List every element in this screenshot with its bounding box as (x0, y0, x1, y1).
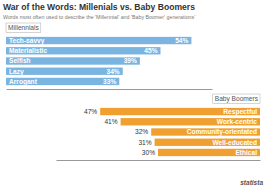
bar (6, 47, 161, 54)
data-label: 47% (84, 108, 97, 115)
category-label: Respectful (223, 108, 257, 116)
category-label: Tech-savvy (9, 37, 45, 45)
data-label: 31% (138, 139, 151, 146)
bars (6, 37, 191, 85)
bar (6, 57, 140, 64)
bars (100, 108, 260, 156)
bar (158, 149, 260, 156)
legend: Millennials (6, 23, 41, 33)
category-label: Well-educated (212, 139, 257, 146)
legend-box (6, 23, 41, 33)
category-label: Arrogant (9, 78, 38, 86)
data-label: 41% (104, 118, 117, 125)
bar (100, 108, 260, 115)
data-label: 30% (142, 149, 155, 156)
data-label: 33% (103, 78, 116, 85)
category-label: Selfish (9, 57, 31, 64)
bar (6, 68, 123, 75)
axis-line (57, 160, 261, 161)
subtitle: Words most often used to describe the 'M… (3, 14, 195, 20)
data-label: 45% (144, 47, 157, 54)
legend: Baby Boomers (213, 94, 260, 104)
data-label: 54% (175, 37, 188, 44)
axis-line (7, 89, 213, 90)
data-label: 39% (124, 57, 137, 64)
category-label: Community-orientated (187, 128, 257, 136)
category-label: Materialistic (9, 47, 47, 54)
legend-label: Baby Boomers (215, 95, 259, 103)
x-axis (7, 89, 213, 90)
bar (6, 37, 191, 44)
x-axis (57, 160, 261, 161)
panel: Respectful Work-centric Community-orientat… (57, 94, 261, 161)
labels: Tech-savvy Materialistic Selfish Lazy Arroga… (9, 37, 189, 86)
chart: War of the Words: Millenials vs. Baby Bo… (0, 0, 266, 189)
annotation: statista (240, 179, 263, 186)
category-label: Ethical (235, 149, 257, 156)
legend-label: Millennials (8, 24, 39, 31)
title: War of the Words: Millenials vs. Baby Bo… (3, 2, 195, 12)
legend-box (213, 94, 260, 104)
category-label: Work-centric (217, 118, 258, 125)
bar (155, 139, 260, 146)
bar (151, 128, 260, 135)
data-label: 32% (135, 128, 148, 135)
bar (121, 118, 260, 125)
data-label: 34% (107, 68, 120, 75)
labels: Respectful Work-centric Community-orientat… (84, 108, 257, 156)
panel: Tech-savvy Materialistic Selfish Lazy Arroga… (6, 23, 213, 90)
category-label: Lazy (9, 68, 24, 76)
bar (6, 78, 119, 85)
